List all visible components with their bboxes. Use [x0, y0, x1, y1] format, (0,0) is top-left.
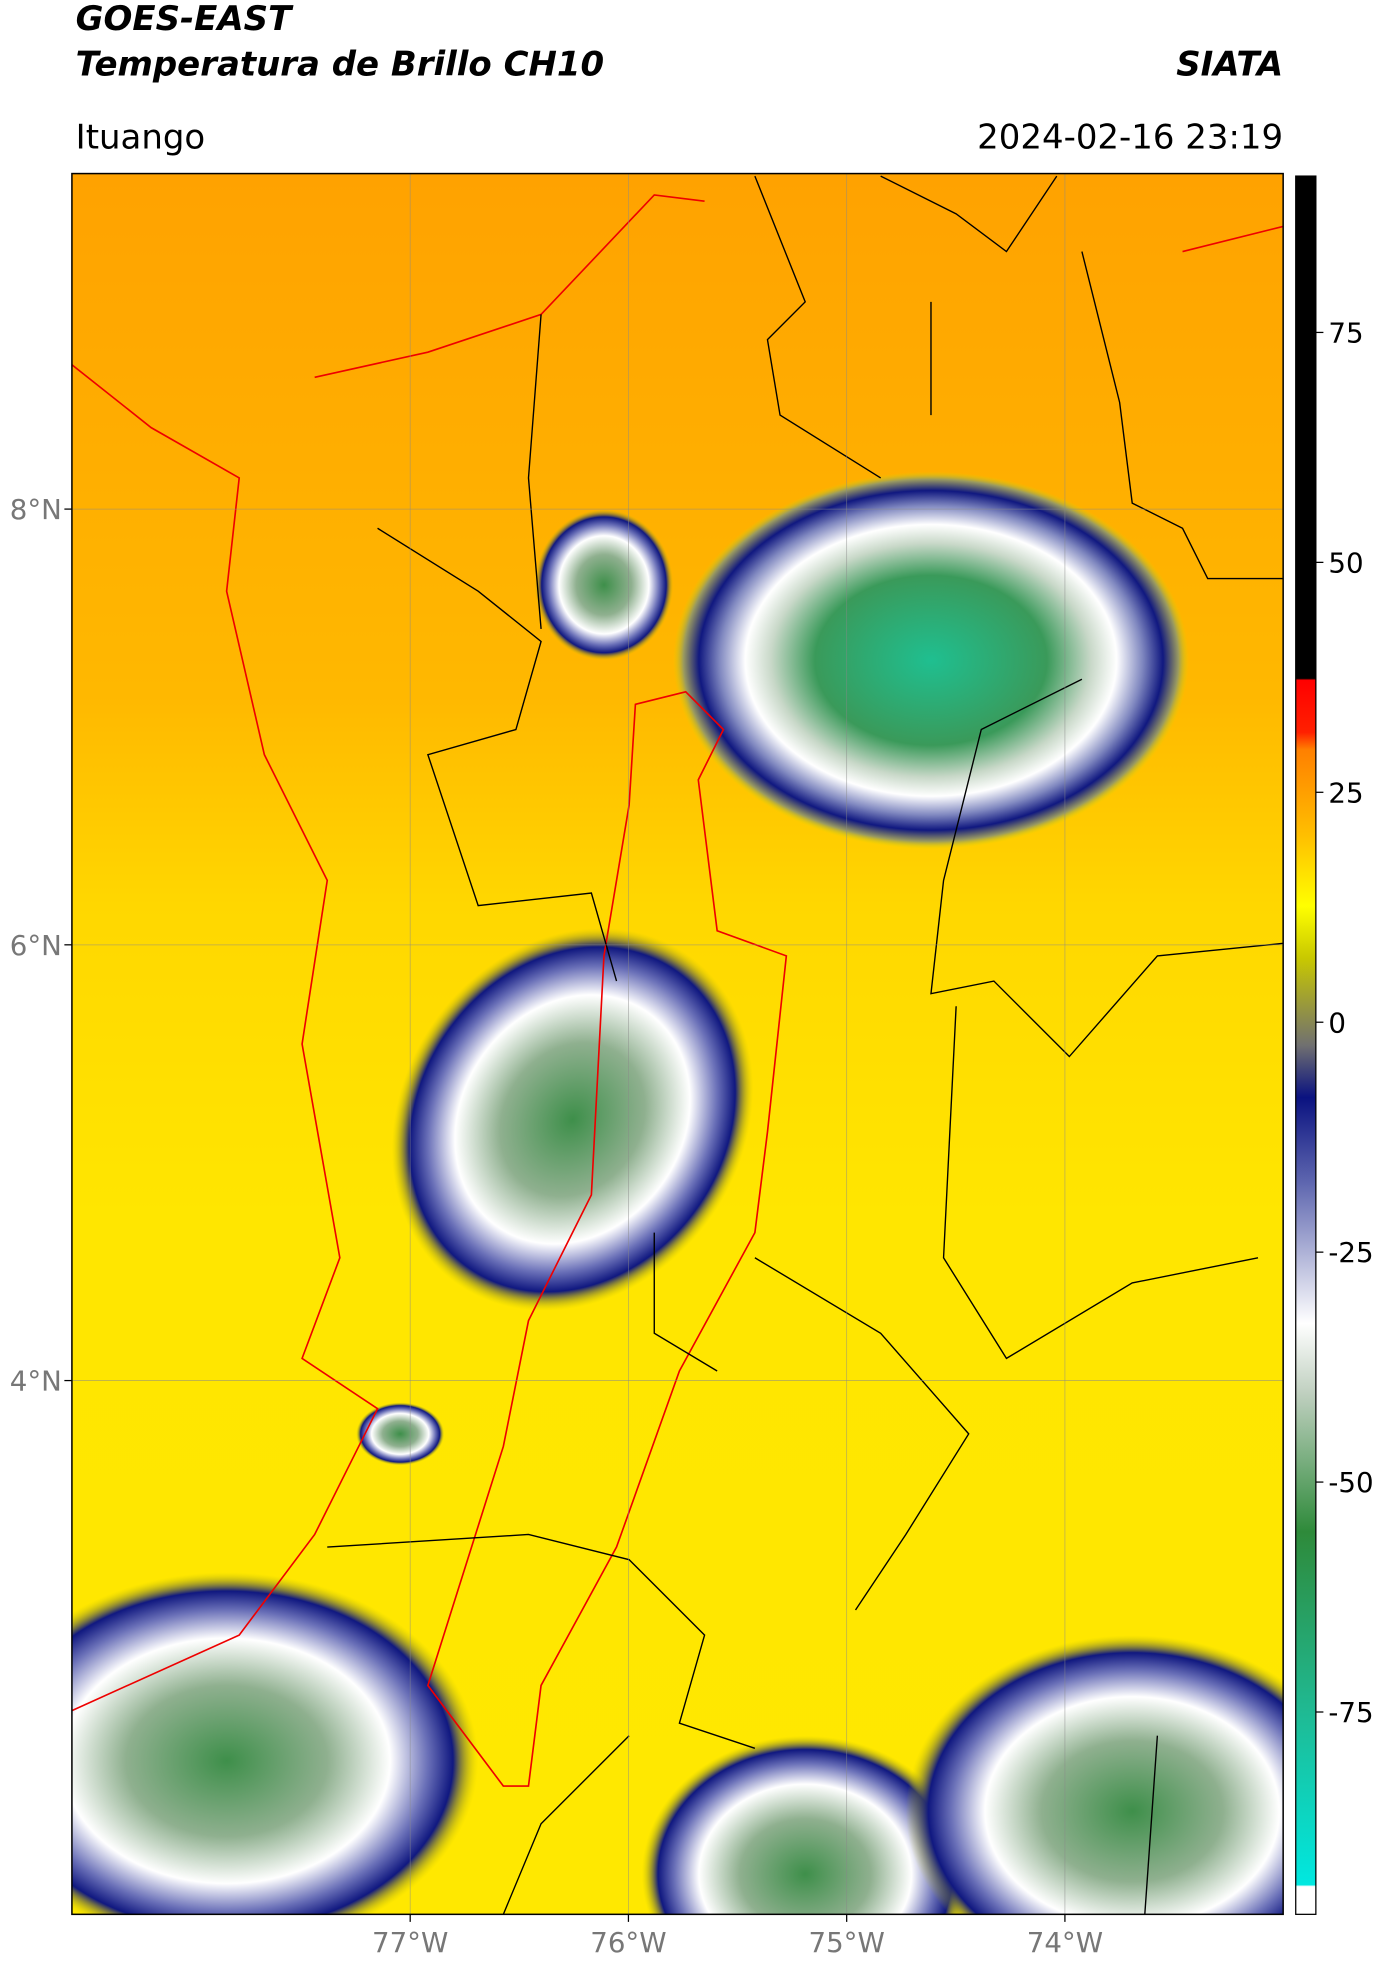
coastline [1182, 225, 1284, 253]
x-tick-label: 76°W [590, 1926, 666, 1959]
colorbar-tick-label: -25 [1328, 1236, 1373, 1269]
x-tick-label: 77°W [372, 1926, 448, 1959]
y-tick-label: 4°N [10, 1365, 62, 1398]
datetime: 2024-02-16 23:19 [977, 117, 1283, 157]
storm-cloud [356, 1402, 445, 1466]
x-tick-label: 74°W [1027, 1926, 1103, 1959]
colorbar-tick-label: 25 [1328, 776, 1363, 809]
storm-cloud [71, 1572, 479, 1915]
colorbar-ticks: 75 50 25 0 -25 -50 -75 [1315, 317, 1374, 1729]
colorbar-tick-label: 0 [1328, 1006, 1346, 1039]
subtitle: Temperatura de Brillo CH10 [76, 44, 604, 84]
admin-border [327, 175, 1284, 1915]
y-tick-label: 8°N [10, 493, 62, 526]
coastline [71, 364, 379, 1712]
y-tick-label: 6°N [10, 929, 62, 962]
colorbar-tick-label: -50 [1328, 1466, 1373, 1499]
source: SIATA [1176, 44, 1283, 84]
title: GOES-EAST [76, 0, 294, 39]
region: Ituango [76, 117, 206, 157]
map-image [71, 173, 1284, 1915]
colorbar-tick-label: -75 [1328, 1696, 1373, 1729]
storm-cloud [905, 1635, 1284, 1915]
department-border [426, 690, 788, 1787]
storm-cloud [673, 471, 1189, 849]
graticule: 77°W 76°W 75°W 74°W 8°N 6°N 4°N [10, 173, 1284, 1959]
colorbar-tick-label: 75 [1328, 317, 1363, 350]
map-frame [71, 172, 1284, 1916]
colorbar-tick-label: 50 [1328, 546, 1363, 579]
x-tick-label: 75°W [808, 1926, 884, 1959]
storm-cloud [641, 1735, 969, 1915]
colorbar [1295, 175, 1317, 1915]
storm-cloud [391, 927, 754, 1311]
storm-cloud [534, 509, 674, 661]
